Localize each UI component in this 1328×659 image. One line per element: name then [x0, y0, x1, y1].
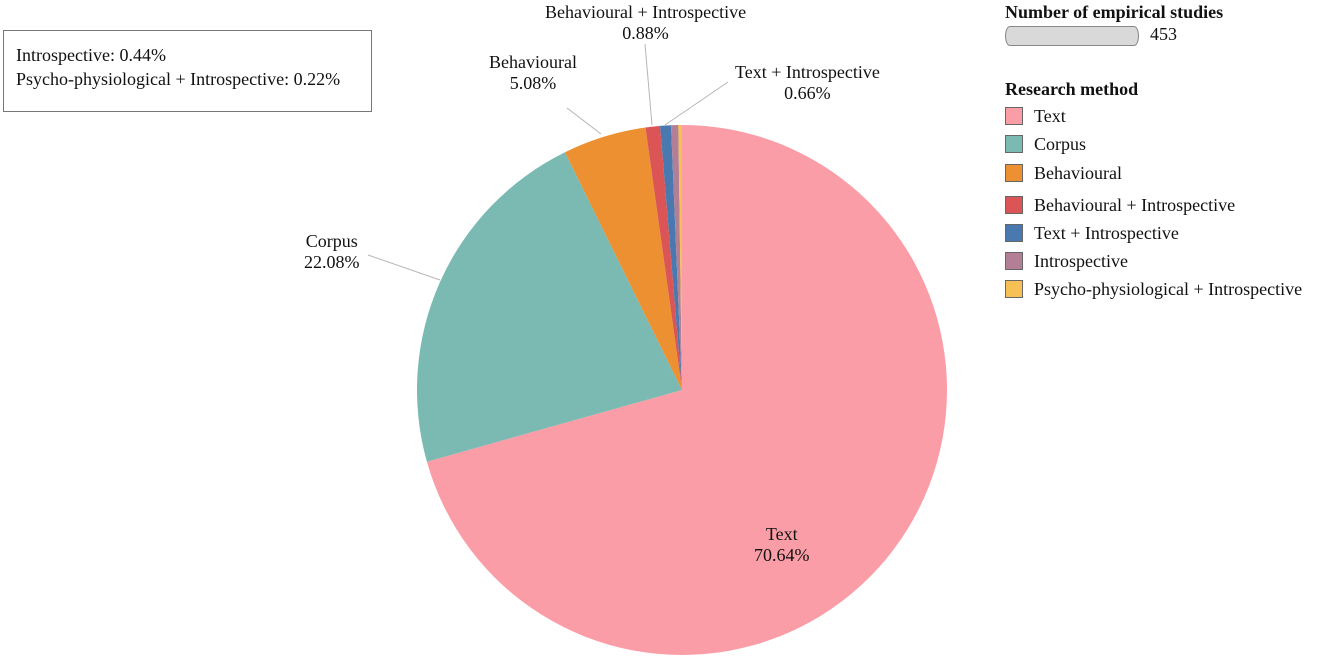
label-behavioural-introspective: Behavioural + Introspective 0.88% [545, 2, 746, 44]
label-behavioural: Behavioural 5.08% [489, 52, 577, 94]
label-pct: 70.64% [754, 545, 810, 565]
swatch-behavioural-introspective [1005, 196, 1023, 214]
pie-slice-behavioural-introspective [645, 125, 682, 390]
pie-chart [367, 43, 947, 655]
legend-label: Introspective [1034, 250, 1128, 271]
legend-item-text-introspective: Text + Introspective [1005, 222, 1179, 244]
swatch-text [1005, 107, 1023, 125]
legend-item-corpus: Corpus [1005, 133, 1086, 155]
legend-label: Text + Introspective [1034, 222, 1179, 243]
swatch-text-introspective [1005, 224, 1023, 242]
legend-item-introspective: Introspective [1005, 250, 1128, 272]
leader-line [367, 254, 441, 281]
pie-slice-text-introspective [660, 125, 682, 391]
legend-label: Behavioural + Introspective [1034, 194, 1236, 215]
label-pct: 0.88% [622, 23, 669, 43]
label-name: Corpus [305, 231, 358, 251]
pie-slice-introspective [671, 125, 682, 390]
small-slices-note-box: Introspective: 0.44% Psycho-physiologica… [3, 30, 372, 112]
legend-size-title: Number of empirical studies [1005, 2, 1224, 22]
legend-label: Corpus [1034, 133, 1087, 154]
label-name: Text + Introspective [735, 62, 880, 82]
label-name: Behavioural + Introspective [545, 2, 747, 22]
swatch-corpus [1005, 135, 1023, 153]
legend-item-text: Text [1005, 105, 1066, 127]
legend-label: Text [1034, 105, 1066, 126]
leader-line [566, 107, 602, 135]
label-corpus: Corpus 22.08% [304, 231, 360, 273]
legend-item-behavioural: Behavioural [1005, 162, 1122, 184]
note-introspective: Introspective: 0.44% [16, 45, 166, 65]
legend-item-behavioural-introspective: Behavioural + Introspective [1005, 194, 1235, 216]
pie-slice-psycho-physiological-introspective [678, 125, 682, 390]
label-name: Behavioural [489, 52, 577, 72]
size-legend-value: 453 [1150, 24, 1177, 44]
label-text: Text 70.64% [754, 524, 810, 566]
label-pct: 22.08% [304, 252, 360, 272]
swatch-psycho-physiological-introspective [1005, 280, 1023, 298]
label-pct: 0.66% [784, 83, 831, 103]
swatch-introspective [1005, 252, 1023, 270]
swatch-behavioural [1005, 164, 1023, 182]
legend-label: Psycho-physiological + Introspective [1034, 278, 1303, 299]
pie-slice-text [426, 125, 947, 655]
leader-line [644, 43, 653, 126]
legend-method-title: Research method [1005, 79, 1139, 99]
pie-slice-corpus [417, 152, 682, 462]
leader-line [664, 81, 729, 126]
size-legend-pill [1005, 26, 1139, 46]
note-psycho-physiological: Psycho-physiological + Introspective: 0.… [16, 69, 341, 89]
legend-label: Behavioural [1034, 162, 1122, 183]
pie-slice-behavioural [564, 127, 682, 391]
legend-item-psycho-physiological-introspective: Psycho-physiological + Introspective [1005, 278, 1302, 300]
label-text-introspective: Text + Introspective 0.66% [735, 62, 880, 104]
label-name: Text [765, 524, 798, 544]
label-pct: 5.08% [509, 73, 557, 93]
